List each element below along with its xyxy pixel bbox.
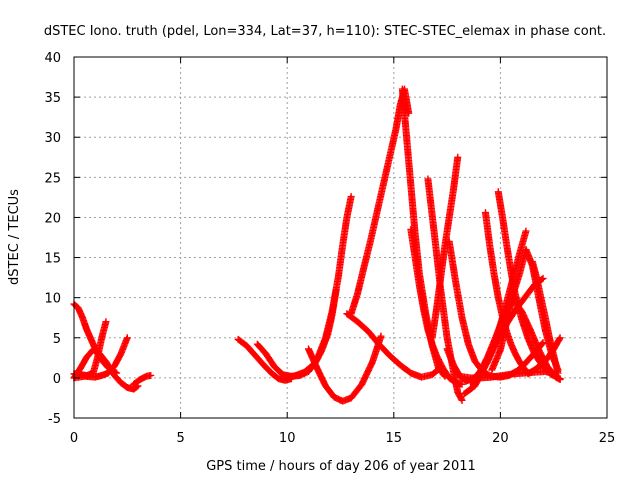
y-tick-label: 10 [44,292,61,307]
data-point [405,109,413,117]
y-tick-label: 5 [53,332,61,347]
data-point [555,335,563,343]
x-tick-label: 15 [386,431,403,446]
x-tick-label: 25 [599,431,616,446]
x-tick-label: 10 [279,431,296,446]
x-tick-label: 0 [70,431,78,446]
chart-title: dSTEC Iono. truth (pdel, Lon=334, Lat=37… [44,24,606,39]
y-axis-label: dSTEC / TECUs [7,189,22,285]
data-point [102,318,110,326]
x-axis-label: GPS time / hours of day 206 of year 2011 [206,459,476,474]
x-tick-label: 5 [176,431,184,446]
data-point [377,332,385,340]
data-point [347,193,355,201]
y-tick-label: -5 [48,412,61,427]
y-tick-label: 25 [44,171,61,186]
y-tick-label: 35 [44,91,61,106]
data-point [522,227,530,235]
data-point [458,396,466,404]
data-point [539,274,547,282]
data-point [147,371,155,379]
data-point [556,375,564,383]
data-markers [70,85,564,405]
data-point [539,339,547,347]
y-tick-label: 40 [44,51,61,66]
y-tick-label: 0 [53,372,61,387]
data-point [123,334,131,342]
data-point [332,286,340,294]
data-point [454,153,462,161]
data-point [554,369,562,377]
y-tick-label: 15 [44,252,61,267]
data-point [556,334,564,342]
y-tick-label: 20 [44,211,61,226]
axis-ticks: 0 5 10 15 20 25 -5 0 5 10 15 20 25 30 35 40 [44,51,615,446]
data-point [457,395,465,403]
y-tick-label: 30 [44,131,61,146]
plot-frame [73,56,608,419]
x-tick-label: 20 [492,431,509,446]
